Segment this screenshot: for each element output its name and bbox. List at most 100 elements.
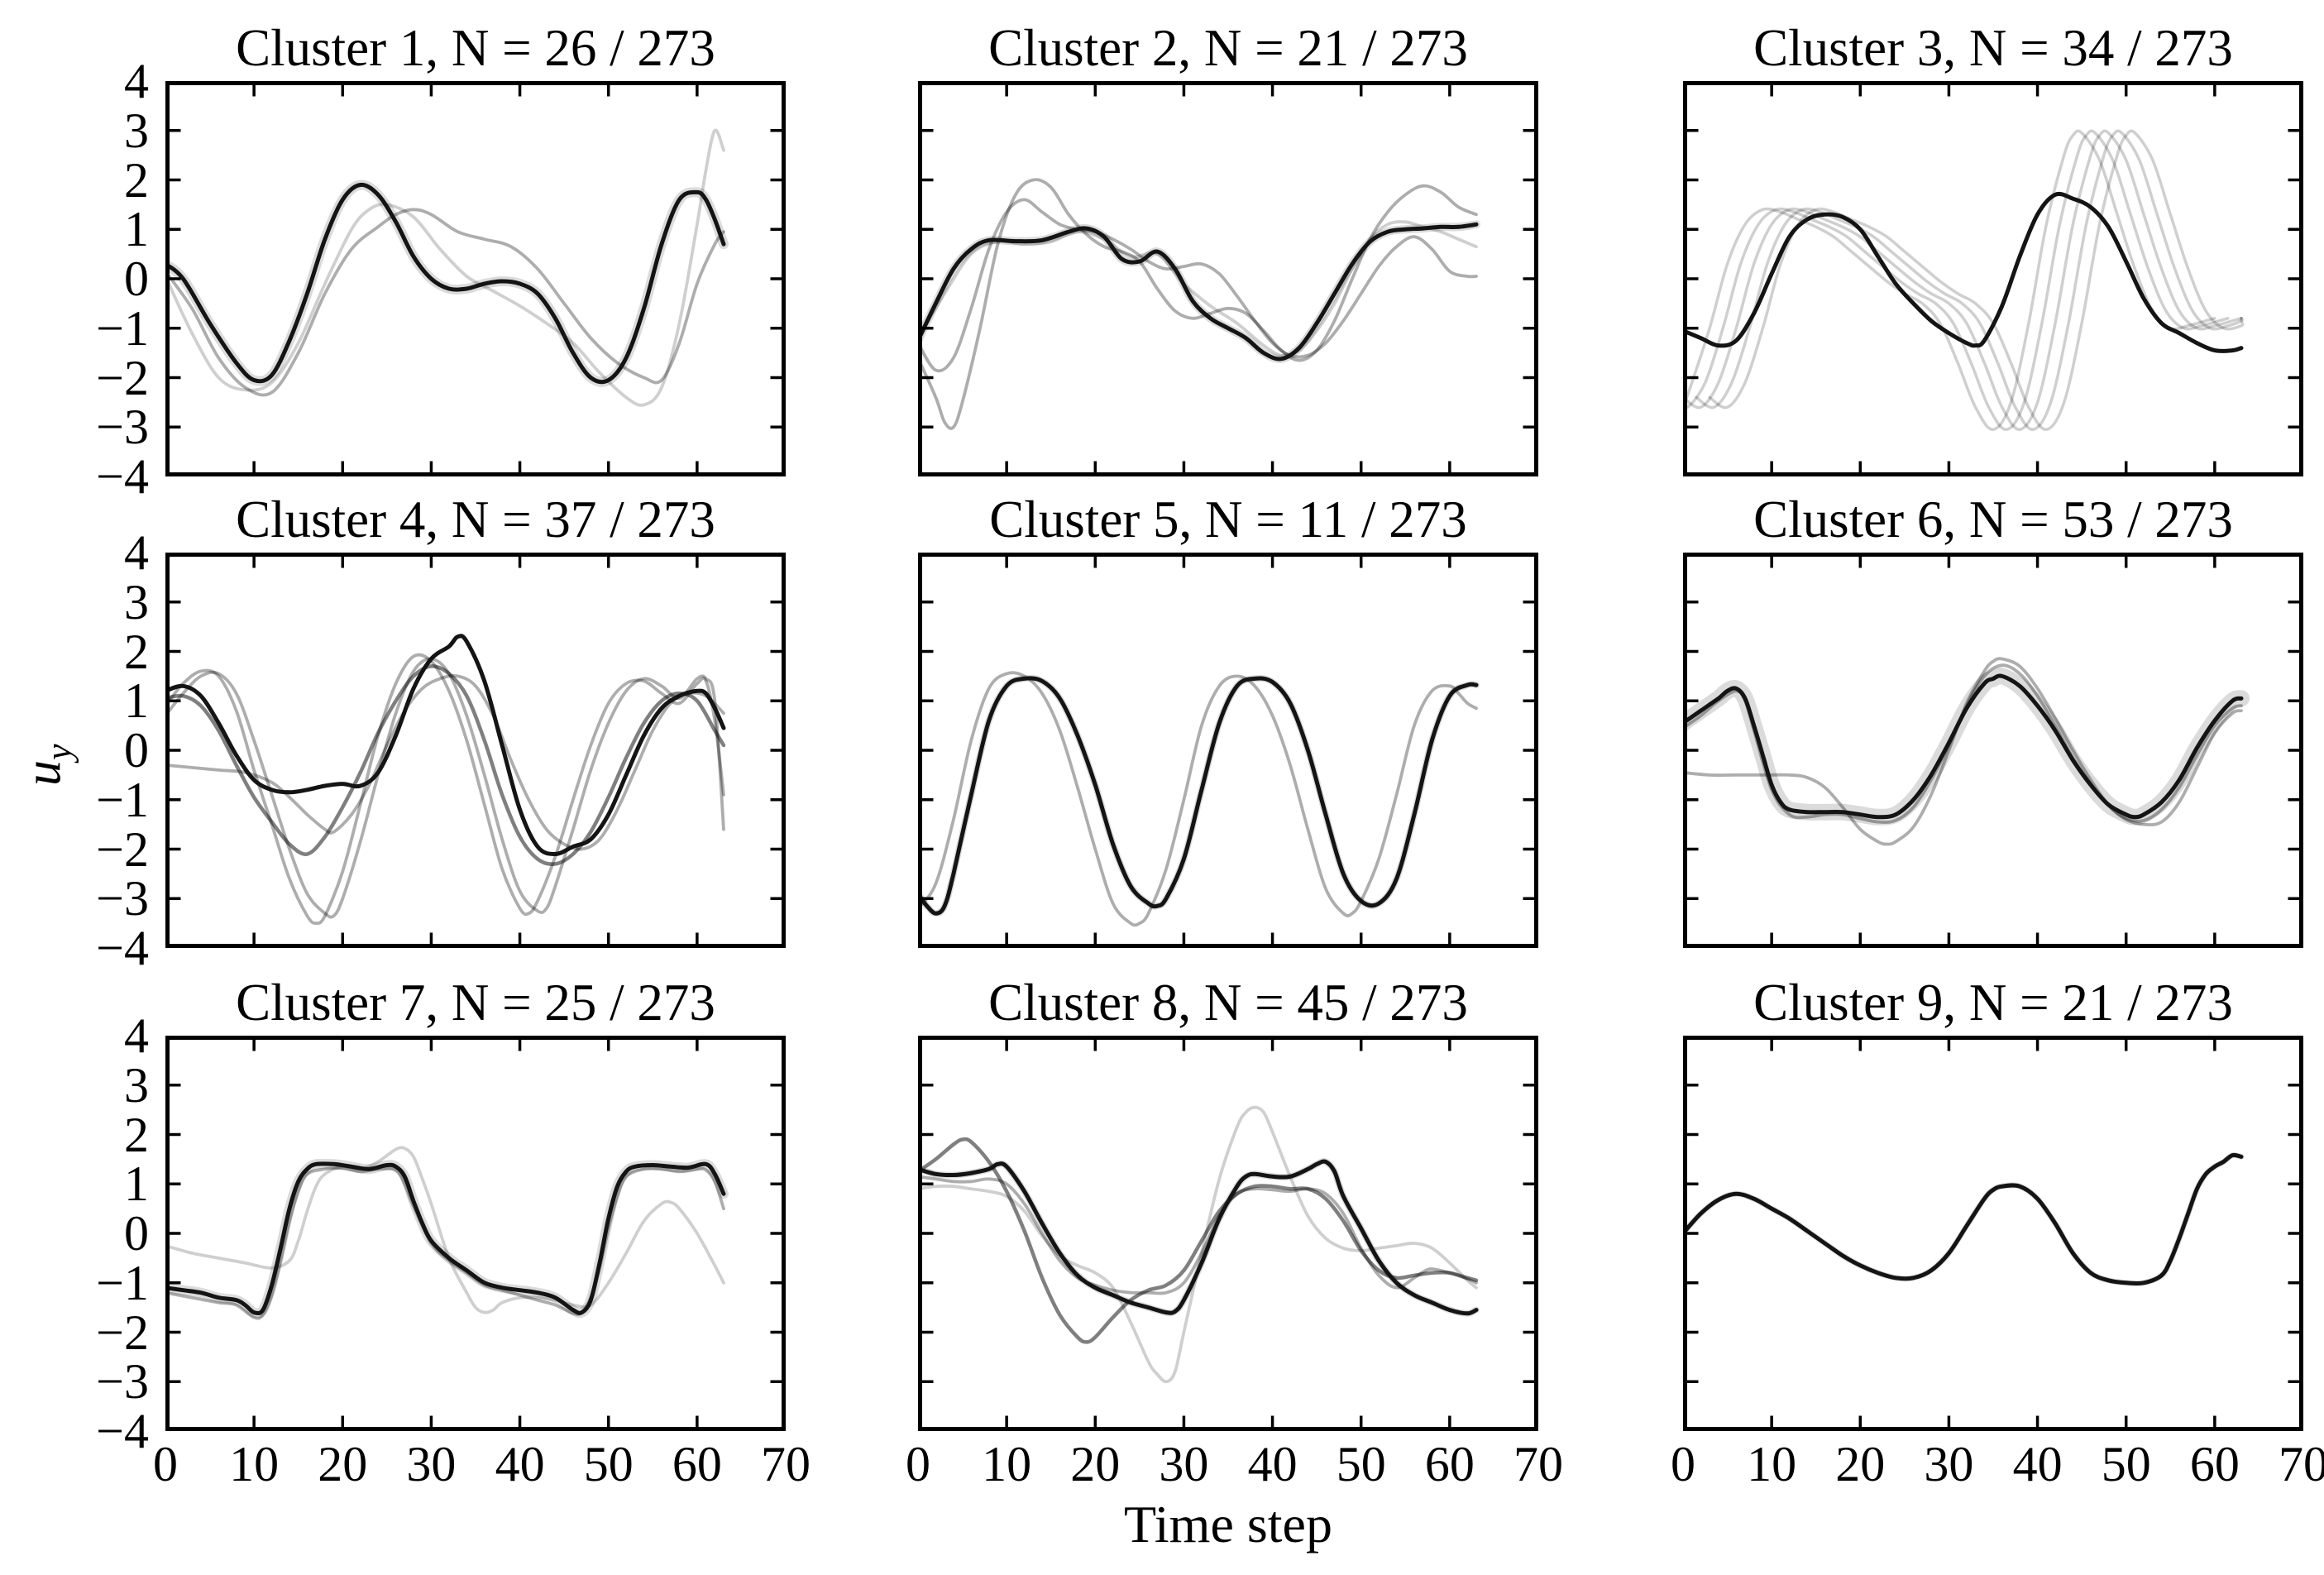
x-axis-label: Time step (1124, 1495, 1332, 1553)
y-tick-label: −2 (96, 350, 149, 405)
y-tick-label: −2 (96, 821, 149, 877)
y-tick-label: 3 (124, 103, 149, 158)
y-tick-label: 0 (124, 251, 149, 306)
mean-line (1685, 191, 2244, 353)
member-line (1685, 129, 2216, 431)
member-line (167, 128, 725, 407)
subplot-cluster-5: Cluster 5, N = 11 / 273 (918, 488, 1538, 948)
mean-line (1685, 673, 2244, 820)
series-group (920, 1105, 1480, 1384)
subplot-title: Cluster 7, N = 25 / 273 (236, 974, 715, 1032)
y-tick-label: −4 (96, 921, 149, 975)
subplot-title: Cluster 9, N = 21 / 273 (1753, 974, 2233, 1032)
mean-line (167, 182, 726, 385)
x-tick-label: 0 (153, 1437, 178, 1491)
subplot-title: Cluster 4, N = 37 / 273 (236, 491, 715, 548)
member-line (167, 673, 725, 851)
plot-frame (918, 1036, 1538, 1431)
member-line (1708, 129, 2245, 431)
x-tick-label: 10 (982, 1437, 1032, 1491)
member-line (920, 220, 1478, 357)
y-tick-label: −3 (96, 871, 149, 926)
plot-frame (1683, 553, 2303, 948)
mean-line (1685, 1152, 2244, 1286)
mean-line (920, 222, 1479, 361)
series-group (920, 178, 1480, 430)
y-tick-label: 1 (124, 673, 149, 729)
y-tick-label: 1 (124, 1156, 149, 1212)
subplot-cluster-1: Cluster 1, N = 26 / 273 (165, 17, 786, 476)
series-group (167, 128, 729, 407)
x-tick-label: 0 (906, 1437, 930, 1491)
series-group (920, 671, 1480, 927)
member-band (1685, 1151, 2245, 1287)
member-band (920, 674, 1480, 917)
y-tick-label: 2 (124, 624, 149, 679)
y-tick-label: 3 (124, 1057, 149, 1113)
x-tick-label: 60 (672, 1437, 722, 1491)
plot-frame (165, 553, 786, 948)
x-tick-label: 30 (406, 1437, 457, 1491)
subplot-cluster-9: Cluster 9, N = 21 / 273 (1683, 971, 2303, 1431)
member-band (167, 1158, 729, 1319)
x-tick-label: 40 (2012, 1437, 2063, 1491)
series-group (1685, 657, 2250, 846)
x-tick-label: 50 (583, 1437, 634, 1491)
member-band (167, 180, 729, 387)
plot-area (165, 553, 786, 948)
member-line (1685, 129, 2230, 431)
subplot-cluster-4: Cluster 4, N = 37 / 273 (165, 488, 786, 948)
subplot-cluster-8: Cluster 8, N = 45 / 273 (918, 971, 1538, 1431)
subplot-title: Cluster 6, N = 53 / 273 (1753, 491, 2233, 548)
member-line (1685, 129, 2243, 431)
member-line (167, 657, 725, 919)
subplot-title: Cluster 2, N = 21 / 273 (988, 19, 1468, 77)
plot-area (1683, 553, 2303, 948)
x-tick-label: 40 (1247, 1437, 1298, 1491)
y-tick-label: 4 (124, 1008, 149, 1063)
x-tick-label: 20 (1070, 1437, 1121, 1491)
member-line (920, 1175, 1478, 1295)
y-tick-label: −2 (96, 1305, 149, 1360)
x-tick-label: 40 (495, 1437, 545, 1491)
member-line (167, 1146, 725, 1314)
y-tick-label: −3 (96, 1354, 149, 1410)
x-tick-label: 60 (2189, 1437, 2240, 1491)
member-line (1685, 657, 2243, 846)
y-tick-label: 0 (124, 1206, 149, 1261)
y-tick-label: 4 (124, 54, 149, 108)
y-tick-label: 1 (124, 202, 149, 257)
x-tick-label: 20 (1835, 1437, 1886, 1491)
plot-area (1683, 1036, 2303, 1431)
plot-area (918, 81, 1538, 476)
x-tick-label: 60 (1424, 1437, 1475, 1491)
y-tick-label: −1 (96, 1255, 149, 1310)
x-tick-label: 30 (1159, 1437, 1209, 1491)
plot-area (165, 81, 786, 476)
subplot-title: Cluster 3, N = 34 / 273 (1753, 19, 2233, 77)
member-line (920, 198, 1478, 373)
member-band (1685, 668, 2250, 826)
mean-line (920, 1159, 1479, 1316)
member-line (1695, 129, 2244, 431)
plot-area (918, 553, 1538, 948)
y-tick-label: 3 (124, 574, 149, 630)
subplot-title: Cluster 1, N = 26 / 273 (236, 19, 715, 77)
member-line (920, 1137, 1479, 1344)
member-line (167, 664, 726, 866)
plot-frame (1683, 81, 2303, 476)
member-band (920, 220, 1480, 363)
series-group (167, 1146, 729, 1320)
series-group (1685, 1151, 2245, 1287)
plot-area (165, 1036, 786, 1431)
member-line (920, 178, 1478, 430)
x-tick-label: 30 (1924, 1437, 1974, 1491)
member-line (920, 1105, 1478, 1384)
series-group (1685, 129, 2245, 431)
x-tick-label: 50 (1336, 1437, 1386, 1491)
x-tick-label: 20 (318, 1437, 368, 1491)
plot-frame (918, 81, 1538, 476)
member-line (920, 671, 1478, 927)
plot-frame (165, 81, 786, 476)
x-tick-label: 70 (761, 1437, 811, 1491)
